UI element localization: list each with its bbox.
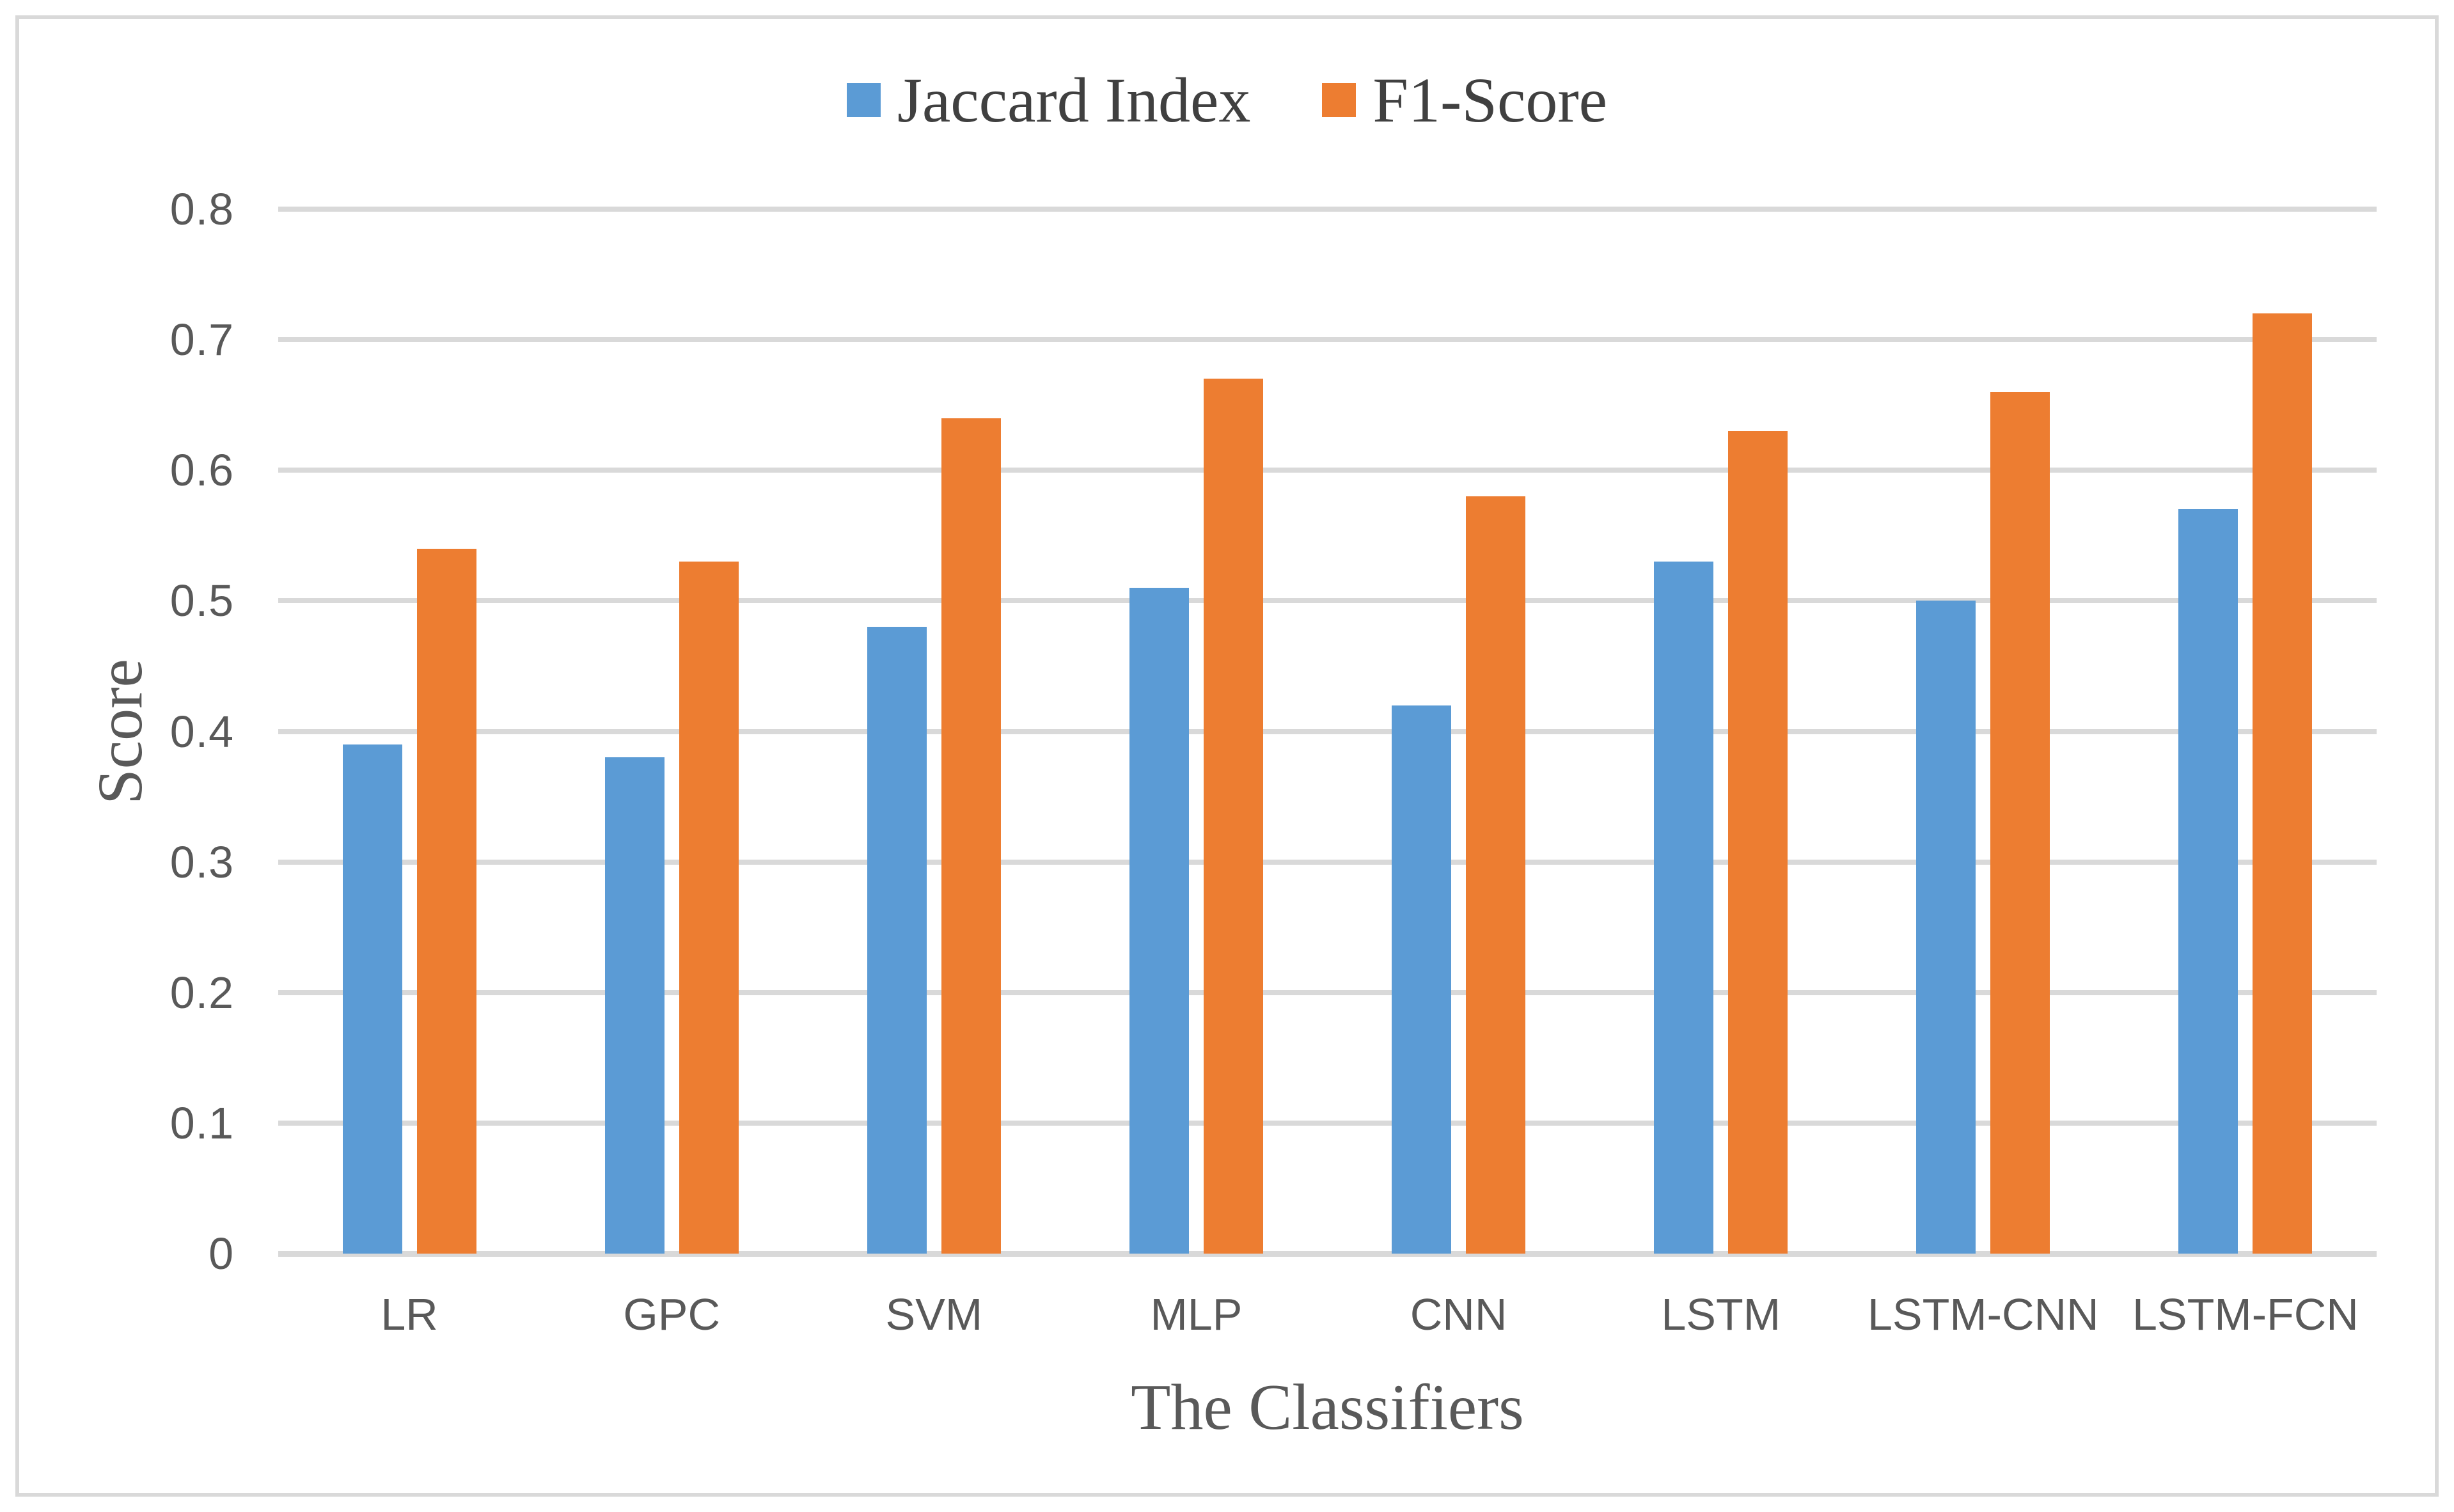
category-label: MLP — [1150, 1289, 1243, 1339]
x-category-labels: LR GPC SVM MLP CNN LSTM LSTM-CNN LSTM-FCN — [278, 1291, 2377, 1338]
bar-f1-score — [416, 549, 476, 1254]
category-label: LSTM-CNN — [1867, 1289, 2099, 1339]
legend-swatch-f1-score-icon — [1322, 83, 1357, 117]
bar-jaccard-index — [1654, 562, 1714, 1254]
y-gridline — [278, 728, 2377, 734]
bar-f1-score — [2253, 313, 2313, 1254]
y-tick-label: 0.3 — [169, 837, 234, 887]
category-label: GPC — [623, 1289, 721, 1339]
bar-jaccard-index — [2178, 509, 2238, 1254]
bar-f1-score — [679, 562, 739, 1254]
legend-item: F1-Score — [1322, 67, 1607, 134]
y-tick-label: 0.4 — [169, 706, 234, 757]
bar-f1-score — [941, 418, 1001, 1254]
y-gridline — [278, 1120, 2377, 1126]
y-tick-label: 0.1 — [169, 1098, 234, 1148]
y-tick-label: 0 — [208, 1229, 234, 1279]
y-tick-label: 0.7 — [169, 315, 234, 365]
category-label: SVM — [885, 1289, 983, 1339]
category-label: LR — [381, 1289, 438, 1339]
bar-jaccard-index — [867, 627, 927, 1254]
legend-label: F1-Score — [1373, 65, 1608, 136]
y-tick-label: 0.5 — [169, 576, 234, 626]
y-gridline — [278, 859, 2377, 865]
legend-swatch-jaccard-index-icon — [846, 83, 881, 117]
bar-f1-score — [1728, 431, 1788, 1254]
y-gridline — [278, 598, 2377, 604]
category-label: LSTM-FCN — [2132, 1289, 2359, 1339]
y-gridline — [278, 468, 2377, 473]
bar-jaccard-index — [1129, 588, 1189, 1254]
bar-f1-score — [1466, 496, 1526, 1254]
y-gridline — [278, 207, 2377, 212]
y-gridline — [278, 337, 2377, 343]
legend-label: Jaccard Index — [897, 65, 1251, 136]
bar-jaccard-index — [604, 757, 665, 1254]
plot-area — [278, 207, 2377, 1257]
bar-f1-score — [1203, 379, 1263, 1254]
category-label: LSTM — [1661, 1289, 1781, 1339]
legend-item: Jaccard Index — [846, 65, 1251, 136]
bar-jaccard-index — [1916, 601, 1976, 1254]
y-tick-label: 0.2 — [169, 967, 234, 1018]
bar-jaccard-index — [1392, 705, 1452, 1254]
y-tick-label: 0.8 — [169, 184, 234, 234]
bar-jaccard-index — [342, 744, 402, 1254]
bar-f1-score — [1990, 392, 2050, 1254]
legend: Jaccard Index F1-Score — [0, 67, 2454, 134]
y-gridline — [278, 989, 2377, 995]
x-axis-title: The Classifiers — [1131, 1371, 1524, 1444]
x-axis-line — [278, 1251, 2377, 1257]
y-tick-label: 0.6 — [169, 445, 234, 496]
category-label: CNN — [1410, 1289, 1507, 1339]
